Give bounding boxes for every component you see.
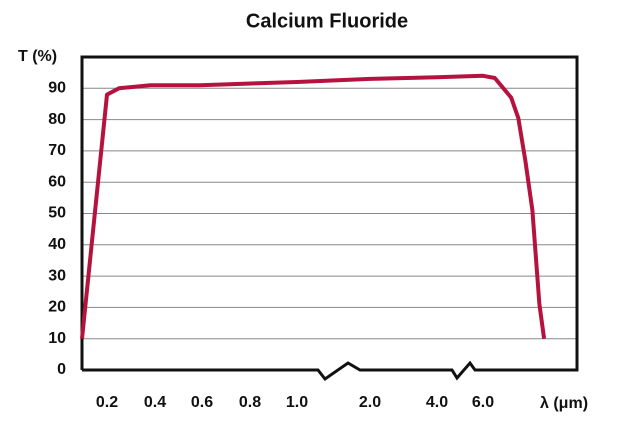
y-tick-label: 40 [48, 236, 66, 253]
x-tick-label: 6.0 [472, 394, 494, 411]
grid [82, 87, 577, 340]
y-tick-label: 90 [48, 80, 66, 97]
y-tick-label: 10 [48, 330, 66, 347]
y-tick-label: 70 [48, 142, 66, 159]
data-line [80, 73, 547, 339]
y-axis-label: T (%) [18, 48, 57, 65]
x-tick-label: 1.0 [286, 394, 308, 411]
chart-title: Calcium Fluoride [246, 10, 408, 32]
x-tick-label: 4.0 [426, 394, 448, 411]
x-tick-label: 0.2 [96, 394, 118, 411]
x-tick-label: 0.4 [144, 394, 166, 411]
x-tick-label: 0.6 [191, 394, 213, 411]
y-tick-label: 30 [48, 267, 66, 284]
x-axis-label: λ (μm) [540, 395, 588, 412]
y-tick-label: 0 [57, 361, 66, 378]
y-tick-label: 50 [48, 205, 66, 222]
x-tick-label: 2.0 [359, 394, 381, 411]
x-tick-label: 0.8 [239, 394, 261, 411]
y-tick-label: 80 [48, 111, 66, 128]
y-tick-label: 20 [48, 299, 66, 316]
plot-frame [80, 55, 579, 382]
y-tick-label: 60 [48, 173, 66, 190]
